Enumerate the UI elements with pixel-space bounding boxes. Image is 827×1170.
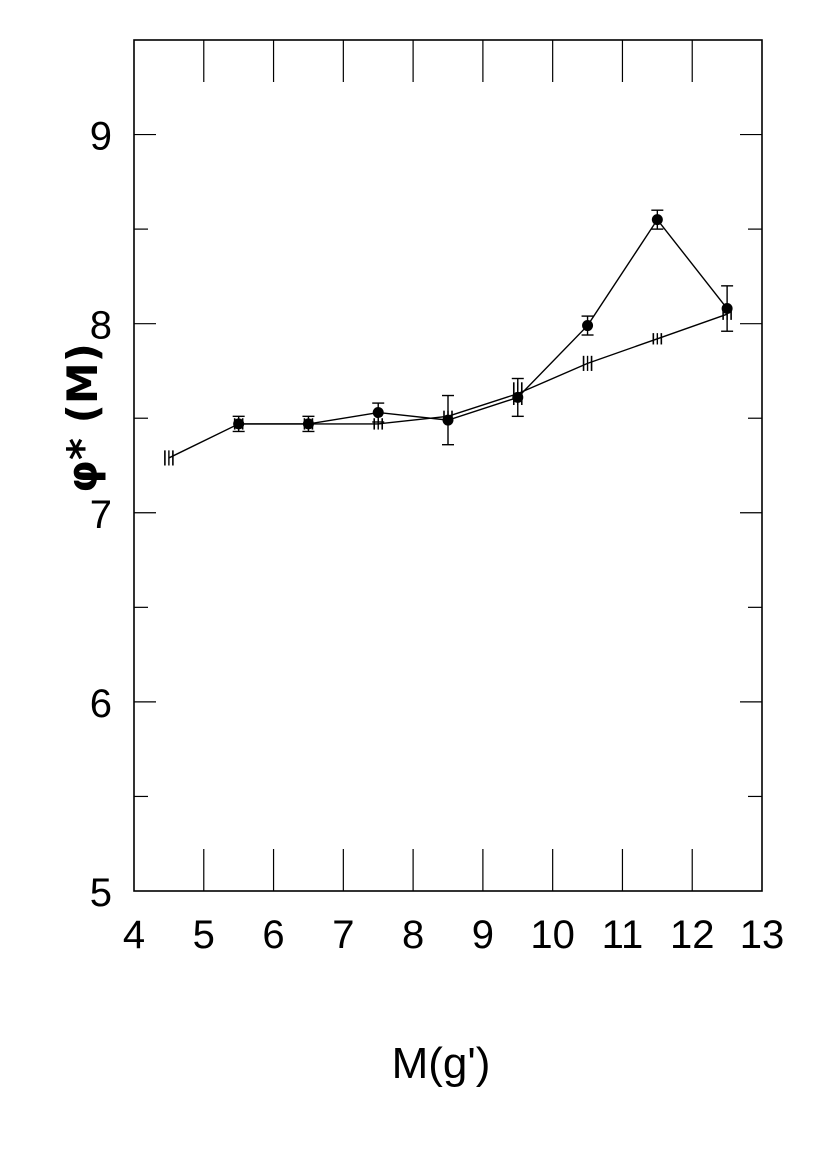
- data-point: [302, 418, 314, 430]
- y-tick-label: 9: [90, 115, 112, 159]
- x-tick-label: 13: [740, 913, 785, 957]
- series-layer: [164, 209, 734, 466]
- y-axis-title: φ* (M): [58, 343, 107, 493]
- data-point: [372, 407, 384, 419]
- x-tick-label: 9: [472, 913, 494, 957]
- data-point: [233, 418, 245, 430]
- x-tick-label: 11: [602, 913, 644, 957]
- x-tick-label: 7: [332, 913, 354, 957]
- data-point: [442, 414, 454, 426]
- x-tick-label: 10: [530, 913, 575, 957]
- plot-frame: [133, 39, 763, 892]
- data-point: [512, 391, 524, 403]
- data-point: [721, 303, 733, 315]
- x-axis-title: M(g'): [392, 1039, 491, 1088]
- series-line: [238, 218, 728, 425]
- y-tick-label: 6: [90, 682, 112, 726]
- y-tick-label: 5: [90, 871, 112, 915]
- x-tick-labels: 4 5 6 7 8 9 10 11 12 13: [123, 913, 784, 957]
- x-tick-label: 12: [670, 913, 715, 957]
- x-tick-label: 8: [402, 913, 424, 957]
- y-tick-labels: 5 6 7 8 9: [90, 115, 112, 915]
- series-2: [232, 209, 734, 446]
- data-point: [651, 214, 663, 226]
- x-tick-label: 4: [123, 913, 145, 957]
- data-point: [582, 320, 594, 332]
- y-tick-label: 7: [90, 493, 112, 537]
- y-tick-label: 8: [90, 304, 112, 348]
- x-tick-label: 6: [262, 913, 284, 957]
- x-tick-label: 5: [193, 913, 215, 957]
- axis-ticks: [134, 40, 762, 891]
- plot-border: [133, 39, 763, 892]
